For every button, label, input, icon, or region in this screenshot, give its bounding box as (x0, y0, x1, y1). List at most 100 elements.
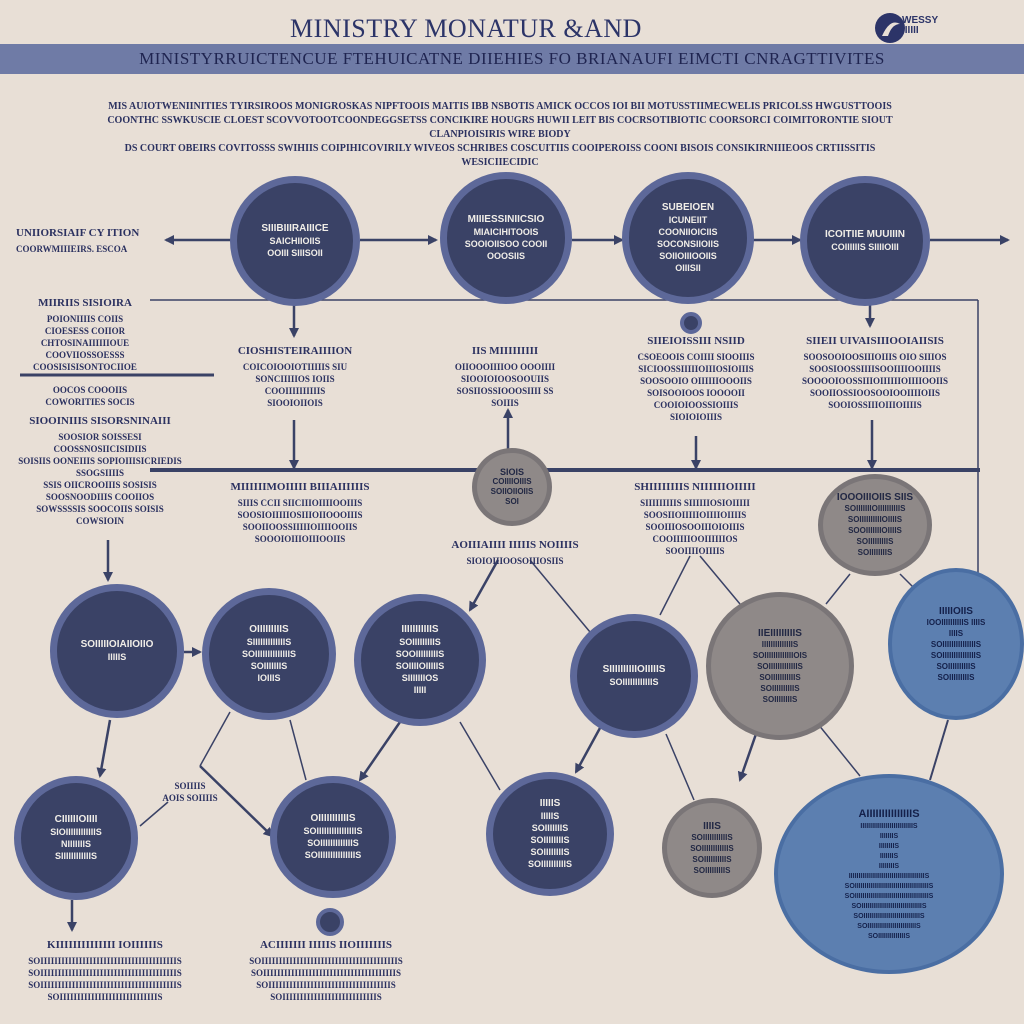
node-line: SOIIIIIIIIIIIIIIIIIIIIIIIIIS (857, 922, 921, 930)
node-line: SOIIIIIIIIIIIIIIIIIIIIIIIIIIIIIIIIIIIIII… (844, 892, 934, 900)
left-block-line: SSIS OIICROOIIIS SOSISIS (43, 480, 157, 490)
process-node[interactable]: OIIIIIIIIIIIS SOIIIIIIIIIIIIIIIIS SOIIII… (270, 776, 396, 898)
node-title: ICOITIIE MUUIIIN (825, 229, 905, 240)
node-line: SOIIIIIIIIIIIIIIIS (930, 650, 982, 660)
process-node[interactable]: MIIIESSINIICSIO MIAICIHITOOIS SOOIOIISOO… (440, 172, 572, 304)
process-node[interactable]: SUBEIOEN ICUNEIIT COONIIOICIIS SOCONSIIO… (622, 172, 754, 304)
process-node[interactable]: ICOITIIE MUUIIIN COIIIIIIS SIIIIOIII (800, 176, 930, 306)
banner-text: MINISTYRRUICTENCUE FTEHUICATNE DIIEHIES … (139, 49, 885, 68)
stage-line: COOIIIIIIIIIIS (264, 386, 326, 396)
stage-line: SOIIIIIIIIIIIIIIIIIIIIIIIIIIIS (270, 992, 382, 1002)
node-line: OIIISII (675, 263, 701, 273)
node-line: SIIIIIIIIIIIIS (54, 851, 97, 861)
left-block-line: SOISIIS OONEIIIS SOPIOIIISICRIEDIS (18, 456, 182, 466)
intro-line: COONTHC SSWKUSCIE CLOEST SCOVVOTOOTCOOND… (107, 115, 893, 140)
stage-heading: SIIEII UIVAISIIIOOIAIISIS (806, 335, 944, 347)
node-title: AIIIIIIIIIIIIIIIS (858, 807, 920, 820)
left-mid-line: COOSISISISONTOCIIOE (33, 362, 137, 372)
checkpoint-node[interactable]: IOOOIIIOIIS SIIS SOIIIIIIIOIIIIIIIIIIS S… (818, 474, 932, 576)
process-node[interactable]: SIIIBIIIRAIIICE SAICHIIOIIS OOIII SIIISO… (230, 176, 360, 306)
left-mid-heading: MIIRIIS SISIOIRA (38, 297, 132, 309)
node-line: IIIIIIIIIIIIIIIIIIIIIIIIIIIIIIIIIIIIIIIS (848, 872, 930, 880)
node-title: SIIIIIIIIIIOIIIIIS (602, 664, 666, 675)
stage-line: COOIOIOOSSIOIIIS (653, 400, 739, 410)
left-block-line: SSOGSIIIIS (75, 468, 125, 478)
node-title: IIIIS (703, 820, 721, 832)
node-title: IIEIIIIIIIIIS (758, 627, 802, 639)
node-line: SOIIIIIIIIIIIIIIS (867, 932, 910, 940)
stage-line: SIIIS CCII SIICIIIOIIIIOOIIIS (237, 498, 363, 508)
node-line: IIIII (413, 685, 427, 695)
node-line: IOOIIIIIIIIIIS IIIIS (926, 617, 986, 627)
stage-line: SOOSOOIO OIIIIIIOOOIIS (640, 376, 752, 386)
stage-heading: SIIEIOISSIII NSIID (647, 335, 745, 347)
node-line: SOIIIIIIIS (531, 823, 569, 833)
node-line: SOCONSIIOIIS (656, 239, 719, 249)
node-title: CIIIIIIOIIII (54, 814, 98, 825)
node-line: SOIIIIIIIOIIIIIIIIIIS (844, 504, 906, 513)
node-line: SOIIIIIIIIS (857, 548, 893, 557)
stage-line: SIOIOIIIOOSOIIIOSIIS (466, 556, 564, 566)
stage-line: SOOSIOIIIIIOSIIIOIIOOOIIIS (237, 510, 363, 520)
stage-line: SOOSIOOSSIIIISOOIIIIOOIIIIS (809, 364, 941, 374)
stage-label: SIIEII UIVAISIIIOOIAIISIS SOOSOOIOOSIIIO… (780, 334, 970, 411)
stage-line: SOOSOOIOOSIIIOIIIS OIO SIIIOS (803, 352, 947, 362)
process-node[interactable]: IIIIIIIIIIIS SOIIIIIIIIIS SOOIIIIIIIIIS … (354, 594, 486, 726)
stage-label: CIOSHISTEIRAIIIION COICOIOOIOTIIIIIS SIU… (210, 344, 380, 409)
checkpoint-node[interactable]: SIOIS COIIIIOIIIS SOIIOIIOIIS SOI (472, 448, 552, 526)
stage-heading: AOIIIAIIII IIIIIS NOIIIIS (451, 539, 579, 551)
process-node[interactable]: SOIIIIIOIAIIOIIO IIIIIS (50, 584, 184, 718)
left-mid-line: CIOESESS COIIOR (44, 326, 126, 336)
node-line: SOIIIIIIIIIIIIIS (307, 838, 359, 848)
left-lower-label: OOCOS COOOIIS COWORITIES SOCIS (30, 384, 150, 408)
process-node[interactable]: IIIIIS IIIIIS SOIIIIIIIS SOIIIIIIIIS SOI… (486, 772, 614, 896)
node-line: SOIIIIIIIS (250, 661, 288, 671)
stage-label: KIIIIIIIIIIIIII IOIIIIIIS SOIIIIIIIIIIII… (10, 938, 200, 1003)
node-line: IIIIIIIIIIIIIIIIIIIIIIIIIIIS (860, 822, 918, 830)
outcome-node[interactable]: IIIIIOIIS IOOIIIIIIIIIIS IIIIS IIIIS SOI… (888, 568, 1024, 720)
stage-line: SOOIOSSIIIOIIIOIIIIS (828, 400, 922, 410)
stage-line: SONCIIIIIOS IOIIS (255, 374, 335, 384)
node-line: IIIIIIIS (879, 832, 899, 840)
node-line: IIIIIIIIS (878, 842, 900, 850)
node-line: SOIIIIIIIIIS (399, 637, 441, 647)
left-block-line: SOWSSSSIS SOOCOIIS SOISIS (36, 504, 164, 514)
left-top-sub: COORWMIIIEIRS. ESCOA (16, 244, 128, 254)
node-line: SOIIIIIIIIIIIIIIIS (304, 850, 362, 860)
stage-line: SIOOIOIIOIS (267, 398, 323, 408)
node-line: SIIIIIIIOS (401, 673, 439, 683)
node-line: SOIIOIIOIIS (490, 487, 534, 496)
intro-line: WESICIIECIDIC (461, 157, 539, 168)
node-line: SOOIIIIIIIOIIIIS (848, 526, 902, 535)
stage-line: SOOIIOOSSIIIIIOIIIIOOIIS (242, 522, 358, 532)
node-line: SIIIIIIIIIIIIIS (246, 637, 292, 647)
stage-heading: ACIIIIIII IIIIIS IIOIIIIIIIS (259, 939, 393, 951)
node-line: SOOIIIIIIIIIS (395, 649, 445, 659)
ministry-logo-icon (875, 13, 905, 43)
intro-paragraph: MIS AUIOTWENIINITIES TYIRSIROOS MONIGROS… (80, 100, 920, 170)
node-title: IIIIIIIIIIIS (401, 624, 439, 635)
node-line: SOIIIIIIIIIIS (692, 854, 732, 864)
stage-label: ACIIIIIII IIIIIS IIOIIIIIIIS SOIIIIIIIII… (226, 938, 426, 1003)
stage-line: SIOIOIOIIIS (669, 412, 723, 422)
node-title: MIIIESSINIICSIO (467, 214, 545, 225)
node-line: COIIIIIIS SIIIIOIII (831, 242, 899, 252)
process-node[interactable]: CIIIIIIOIIII SIOIIIIIIIIIIIIS NIIIIIIIS … (14, 776, 138, 900)
process-node[interactable]: SIIIIIIIIIIOIIIIIS SOIIIIIIIIIIIIS (570, 614, 698, 738)
node-line: IIIIIIIIIIIIIIS (761, 639, 799, 649)
node-line: SOIIIIIIIIIIIIIS (757, 661, 803, 671)
page-title: MINISTRY MONATUR &AND (290, 14, 642, 43)
node-line: SOIIIIIIIIS (530, 847, 570, 857)
stage-line: SOIIIS (491, 398, 519, 408)
node-line: IIIIS (948, 628, 964, 638)
checkpoint-node[interactable]: IIIIS SOIIIIIIIIIIIS SOIIIIIIIIIIIIS SOI… (662, 798, 762, 898)
process-node[interactable]: OIIIIIIIIIS SIIIIIIIIIIIIIS SOIIIIIIIIII… (202, 588, 336, 720)
node-line: SOIIIIIIIIIIIIIIIS (930, 639, 982, 649)
connector-dot-icon (316, 908, 344, 936)
node-line: COIIIIOIIIS (492, 477, 532, 486)
stage-line: SOIIIIIIIIIIIIIIIIIIIIIIIIIIIIIIIIIIIIII… (250, 968, 402, 978)
outcome-node[interactable]: AIIIIIIIIIIIIIIIS IIIIIIIIIIIIIIIIIIIIII… (774, 774, 1004, 974)
node-line: SOIIOIIIOOIIS (659, 251, 717, 261)
checkpoint-node[interactable]: IIEIIIIIIIIIS IIIIIIIIIIIIIIS SOIIIIIIII… (706, 592, 854, 740)
node-line: SOIIIIIIIIIIIIIIIIIIIIIIIIIIIIIIIS (851, 902, 927, 910)
